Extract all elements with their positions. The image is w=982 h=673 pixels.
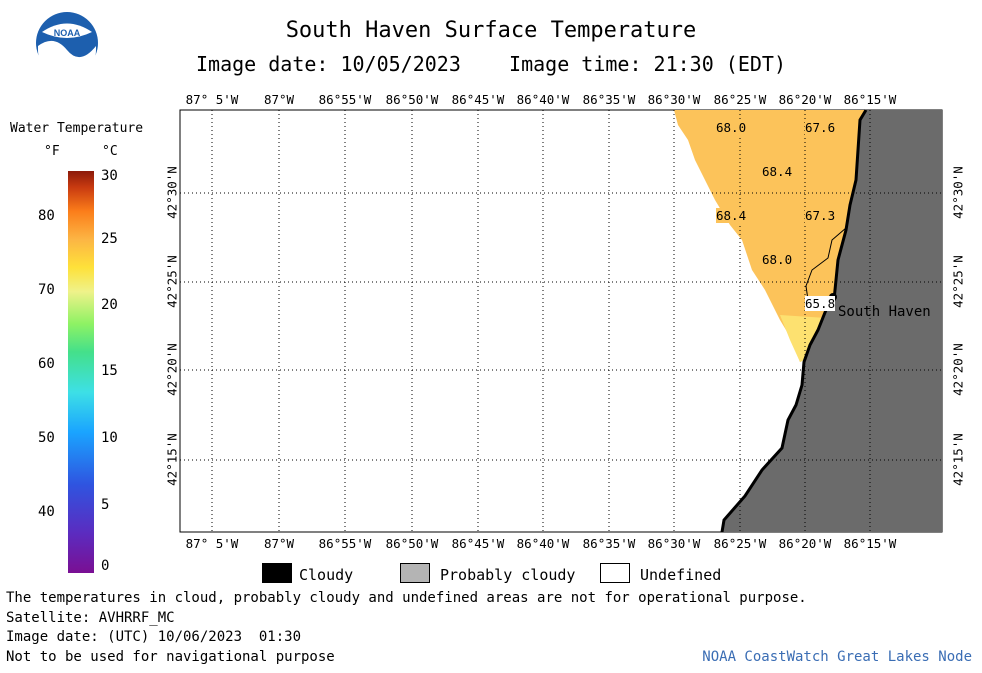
celsius-tick: 0 — [101, 558, 110, 574]
celsius-tick: 20 — [101, 297, 118, 313]
river — [805, 227, 847, 301]
fahrenheit-tick: 60 — [38, 356, 55, 372]
longitude-label: 86°40'W — [516, 92, 570, 107]
celsius-tick: 10 — [101, 430, 118, 446]
legend-label-cloudy: Cloudy — [299, 566, 354, 584]
disclaimer-note: The temperatures in cloud, probably clou… — [6, 590, 807, 606]
graticule — [180, 110, 942, 532]
longitude-label: 86°55'W — [318, 536, 372, 551]
navigation-note: Not to be used for navigational purpose — [6, 649, 335, 665]
latitude-label: 42°15'N — [950, 433, 966, 486]
longitude-label: 86°25'W — [713, 536, 767, 551]
latitude-label: 42°15'N — [164, 433, 180, 486]
longitude-label: 87° 5'W — [185, 92, 239, 107]
longitude-label: 87°W — [263, 92, 295, 107]
coastline — [720, 109, 868, 533]
land-area — [722, 110, 942, 532]
temp-label: 68.4 — [716, 208, 747, 223]
longitude-label: 86°15'W — [843, 92, 897, 107]
latitude-label: 42°20'N — [950, 343, 966, 396]
unit-fahrenheit: °F — [44, 144, 60, 159]
longitude-label: 86°15'W — [843, 536, 897, 551]
longitude-label: 86°35'W — [582, 536, 636, 551]
cool-water-area — [780, 315, 826, 362]
latitude-label: 42°25'N — [164, 255, 180, 308]
celsius-tick: 15 — [101, 363, 118, 379]
temp-label: 67.6 — [805, 120, 836, 135]
celsius-tick: 5 — [101, 497, 110, 513]
legend-swatch-undefined — [600, 563, 630, 583]
temp-label: 68.0 — [762, 252, 793, 267]
longitude-label: 87° 5'W — [185, 536, 239, 551]
longitude-label: 86°30'W — [647, 92, 701, 107]
colorbar — [68, 171, 94, 573]
latitude-label: 42°30'N — [164, 166, 180, 219]
utc-date-note: Image date: (UTC) 10/06/2023 01:30 — [6, 629, 302, 645]
fahrenheit-tick: 80 — [38, 208, 55, 224]
longitude-label: 86°30'W — [647, 536, 701, 551]
colorbar-title: Water Temperature — [10, 121, 144, 136]
longitude-label: 87°W — [263, 536, 295, 551]
temp-label: 65.8 — [805, 296, 836, 311]
unit-celsius: °C — [102, 144, 118, 159]
fahrenheit-tick: 70 — [38, 282, 55, 298]
longitude-label: 86°55'W — [318, 92, 372, 107]
fahrenheit-tick: 50 — [38, 430, 55, 446]
legend-label-undefined: Undefined — [640, 566, 722, 584]
logo-text: NOAA — [54, 28, 81, 38]
longitude-label: 86°50'W — [385, 536, 439, 551]
legend-label-probably-cloudy: Probably cloudy — [440, 566, 576, 584]
temp-label: 68.0 — [716, 120, 747, 135]
longitude-label: 86°20'W — [778, 536, 832, 551]
temp-label: 68.4 — [762, 164, 793, 179]
page-title: South Haven Surface Temperature — [285, 18, 697, 43]
longitude-label: 86°25'W — [713, 92, 767, 107]
fahrenheit-tick: 40 — [38, 504, 55, 520]
longitude-label: 86°50'W — [385, 92, 439, 107]
celsius-tick: 25 — [101, 231, 118, 247]
satellite-note: Satellite: AVHRRF_MC — [6, 610, 175, 626]
longitude-label: 86°45'W — [451, 536, 505, 551]
noaa-logo: NOAA — [36, 12, 98, 76]
longitude-label: 86°20'W — [778, 92, 832, 107]
longitude-label: 86°40'W — [516, 536, 570, 551]
image-datetime: Image date: 10/05/2023 Image time: 21:30… — [195, 52, 786, 76]
latitude-label: 42°25'N — [950, 255, 966, 308]
legend-swatch-cloudy — [262, 563, 292, 583]
latitude-label: 42°30'N — [950, 166, 966, 219]
longitude-label: 86°35'W — [582, 92, 636, 107]
celsius-tick: 30 — [101, 168, 118, 184]
legend-swatch-probably-cloudy — [400, 563, 430, 583]
credit-text: NOAA CoastWatch Great Lakes Node — [702, 649, 972, 665]
latitude-label: 42°20'N — [164, 343, 180, 396]
place-label: South Haven — [838, 304, 931, 320]
temp-label: 67.3 — [805, 208, 836, 223]
longitude-label: 86°45'W — [451, 92, 505, 107]
